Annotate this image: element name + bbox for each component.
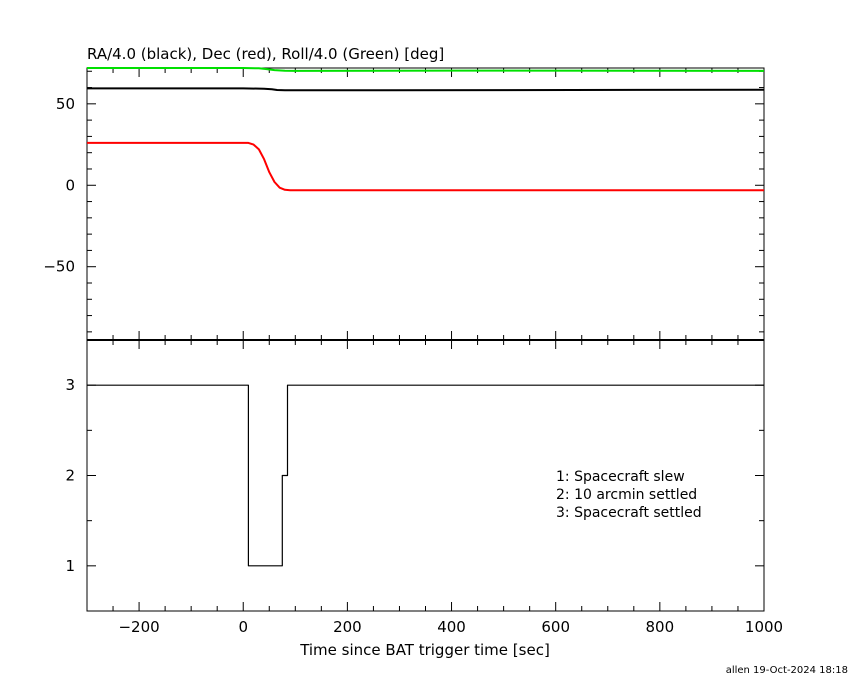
x-tick-label: 600 bbox=[541, 618, 570, 636]
x-tick-label: 400 bbox=[437, 618, 466, 636]
top-y-tick-label: 50 bbox=[56, 95, 75, 113]
roll-series-line bbox=[87, 67, 765, 72]
top-plot-frame bbox=[86, 67, 765, 341]
bottom-axis-ticks bbox=[86, 339, 765, 612]
top-series-group bbox=[87, 67, 765, 192]
bottom-y-tick-label: 3 bbox=[65, 376, 75, 394]
footer-stamp: allen 19-Oct-2024 18:18 bbox=[726, 665, 848, 676]
settle-status-line bbox=[87, 384, 764, 567]
bottom-series-group bbox=[87, 384, 764, 567]
top-panel-title: RA/4.0 (black), Dec (red), Roll/4.0 (Gre… bbox=[87, 45, 444, 63]
bottom-y-tick-label: 1 bbox=[65, 557, 75, 575]
x-tick-label: 1000 bbox=[745, 618, 783, 636]
bottom-y-tick-label: 2 bbox=[65, 467, 75, 485]
x-axis-label: Time since BAT trigger time [sec] bbox=[299, 641, 550, 659]
annotation-10-arcmin-settled: 2: 10 arcmin settled bbox=[556, 487, 697, 503]
top-y-tick-labels: −50 0 50 bbox=[43, 95, 75, 276]
top-y-tick-label: −50 bbox=[43, 258, 75, 276]
x-tick-label: 800 bbox=[646, 618, 675, 636]
top-y-tick-label: 0 bbox=[65, 176, 75, 194]
annotation-spacecraft-settled: 3: Spacecraft settled bbox=[556, 505, 702, 521]
top-axis-ticks bbox=[86, 68, 765, 340]
x-tick-labels: −200 0 200 400 600 800 1000 bbox=[118, 618, 783, 636]
bottom-y-tick-labels: 1 2 3 bbox=[65, 376, 75, 575]
annotation-spacecraft-slew: 1: Spacecraft slew bbox=[556, 469, 685, 485]
ra-series-line bbox=[87, 87, 765, 92]
dec-series-line bbox=[87, 141, 764, 192]
x-tick-label: 0 bbox=[238, 618, 248, 636]
x-tick-label: 200 bbox=[333, 618, 362, 636]
x-tick-label: −200 bbox=[118, 618, 159, 636]
